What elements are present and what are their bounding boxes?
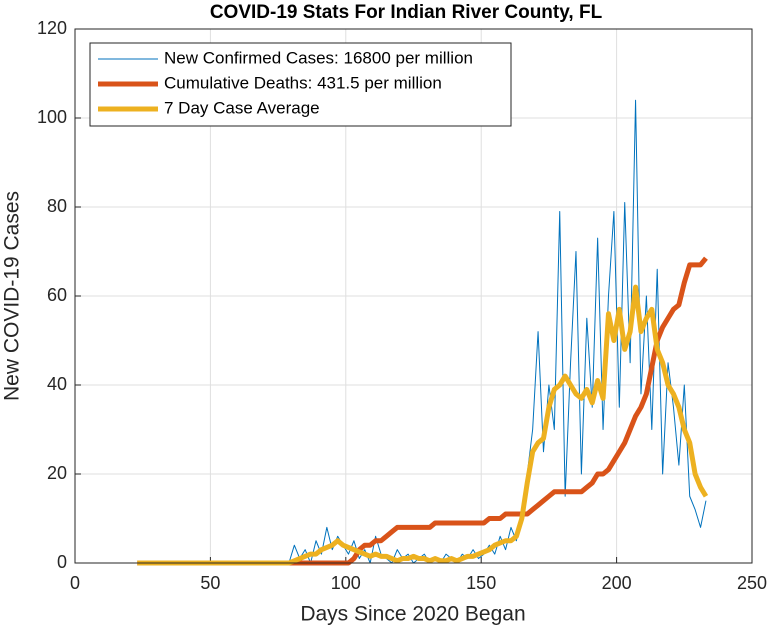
legend-label: New Confirmed Cases: 16800 per million [164, 48, 473, 67]
y-tick-label: 0 [57, 552, 67, 572]
x-tick-label: 150 [466, 573, 496, 593]
plot-lines [137, 99, 709, 566]
x-tick-label: 250 [737, 573, 767, 593]
legend-box [89, 42, 512, 127]
series-line [137, 284, 709, 566]
y-tick-label: 60 [47, 285, 67, 305]
x-axis-label: Days Since 2020 Began [300, 603, 525, 626]
y-tick-label: 80 [47, 196, 67, 216]
x-tick-label: 0 [70, 573, 80, 593]
x-tick-label: 50 [200, 573, 220, 593]
y-axis-label: New COVID-19 Cases [1, 191, 24, 401]
axes-box [74, 28, 753, 564]
legend: New Confirmed Cases: 16800 per million Cu… [89, 42, 512, 127]
x-tick-label: 100 [331, 573, 361, 593]
legend-label: Cumulative Deaths: 431.5 per million [164, 73, 442, 92]
legend-label: 7 Day Case Average [164, 98, 320, 117]
x-tick-label: 200 [602, 573, 632, 593]
y-tick-label: 100 [37, 107, 67, 127]
y-tick-label: 120 [37, 18, 67, 38]
series-line [137, 256, 708, 566]
y-tick-label: 40 [47, 374, 67, 394]
chart-title: COVID-19 Stats For Indian River County, … [210, 2, 603, 23]
y-tick-label: 20 [47, 463, 67, 483]
